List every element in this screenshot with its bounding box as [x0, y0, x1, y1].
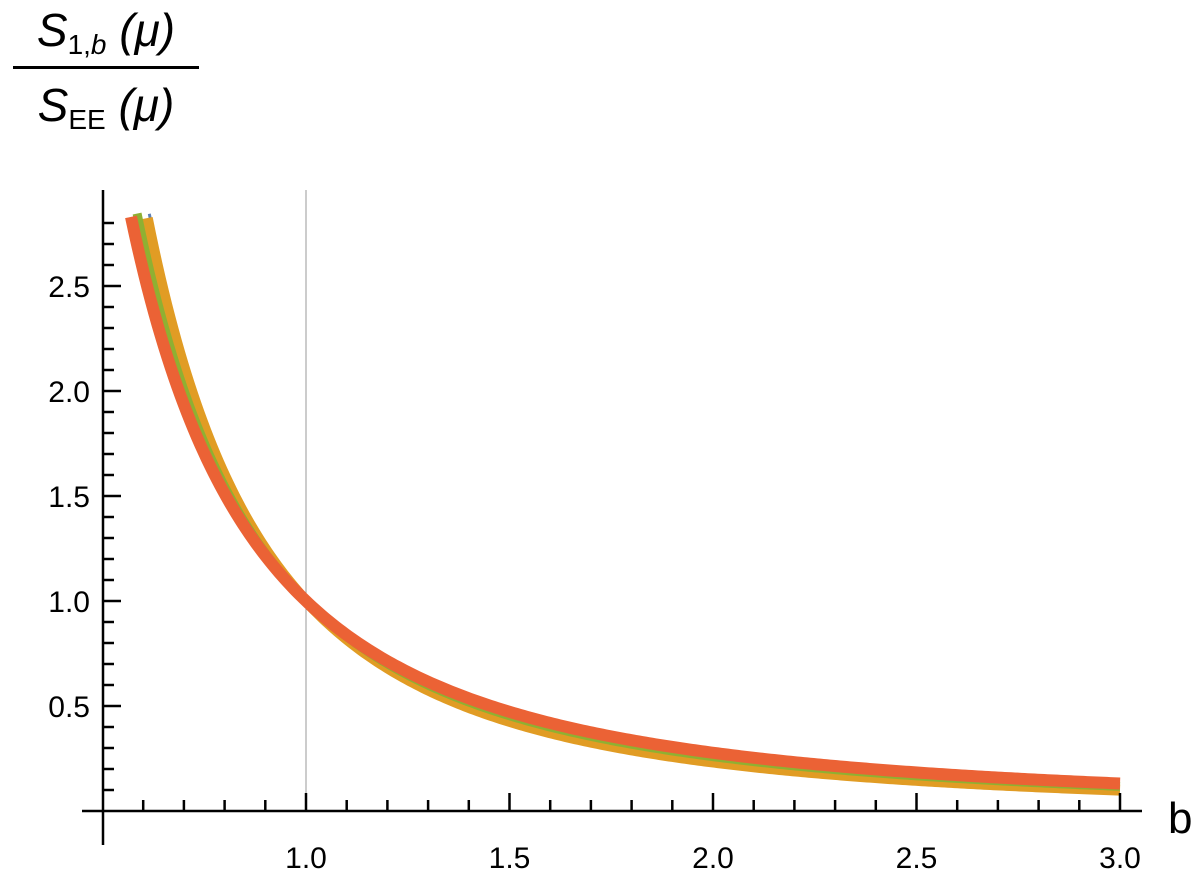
y-tick-label: 2.0 [48, 376, 90, 409]
denominator-subscript: EE [68, 104, 106, 135]
x-tick-labels: 1.0 1.5 2.0 2.5 3.0 [285, 842, 1141, 875]
series-line-3 [132, 212, 1122, 791]
numerator-subscript: 1, [67, 29, 91, 60]
axis-layer [82, 190, 1142, 845]
x-axis-label: b [1168, 794, 1192, 843]
denominator-argument: (μ) [105, 79, 175, 131]
y-tick-label: 2.5 [48, 271, 90, 304]
y-tick-label: 1.5 [48, 481, 90, 514]
series-line-2 [141, 216, 1123, 796]
numerator-argument: (μ) [106, 4, 176, 56]
x-tick-label: 3.0 [1099, 842, 1141, 875]
denominator-symbol: S [37, 79, 69, 131]
y-axis-label-denominator: SEE (μ) [6, 75, 206, 141]
x-tick-label: 2.0 [692, 842, 734, 875]
series-line-4 [125, 215, 1123, 790]
series-layer [125, 212, 1123, 796]
x-tick-label: 2.5 [896, 842, 938, 875]
series-line-1 [147, 213, 1121, 793]
x-tick-label: 1.0 [285, 842, 327, 875]
y-tick-labels: 0.5 1.0 1.5 2.0 2.5 [48, 271, 90, 724]
numerator-subscript-var: b [90, 29, 107, 60]
fraction-bar [13, 66, 199, 69]
y-tick-label: 1.0 [48, 586, 90, 619]
numerator-symbol: S [36, 4, 68, 56]
y-axis-label-numerator: S1,b (μ) [6, 0, 206, 66]
y-axis-label: S1,b (μ) SEE (μ) [6, 0, 206, 141]
x-tick-label: 1.5 [489, 842, 531, 875]
y-tick-label: 0.5 [48, 691, 90, 724]
